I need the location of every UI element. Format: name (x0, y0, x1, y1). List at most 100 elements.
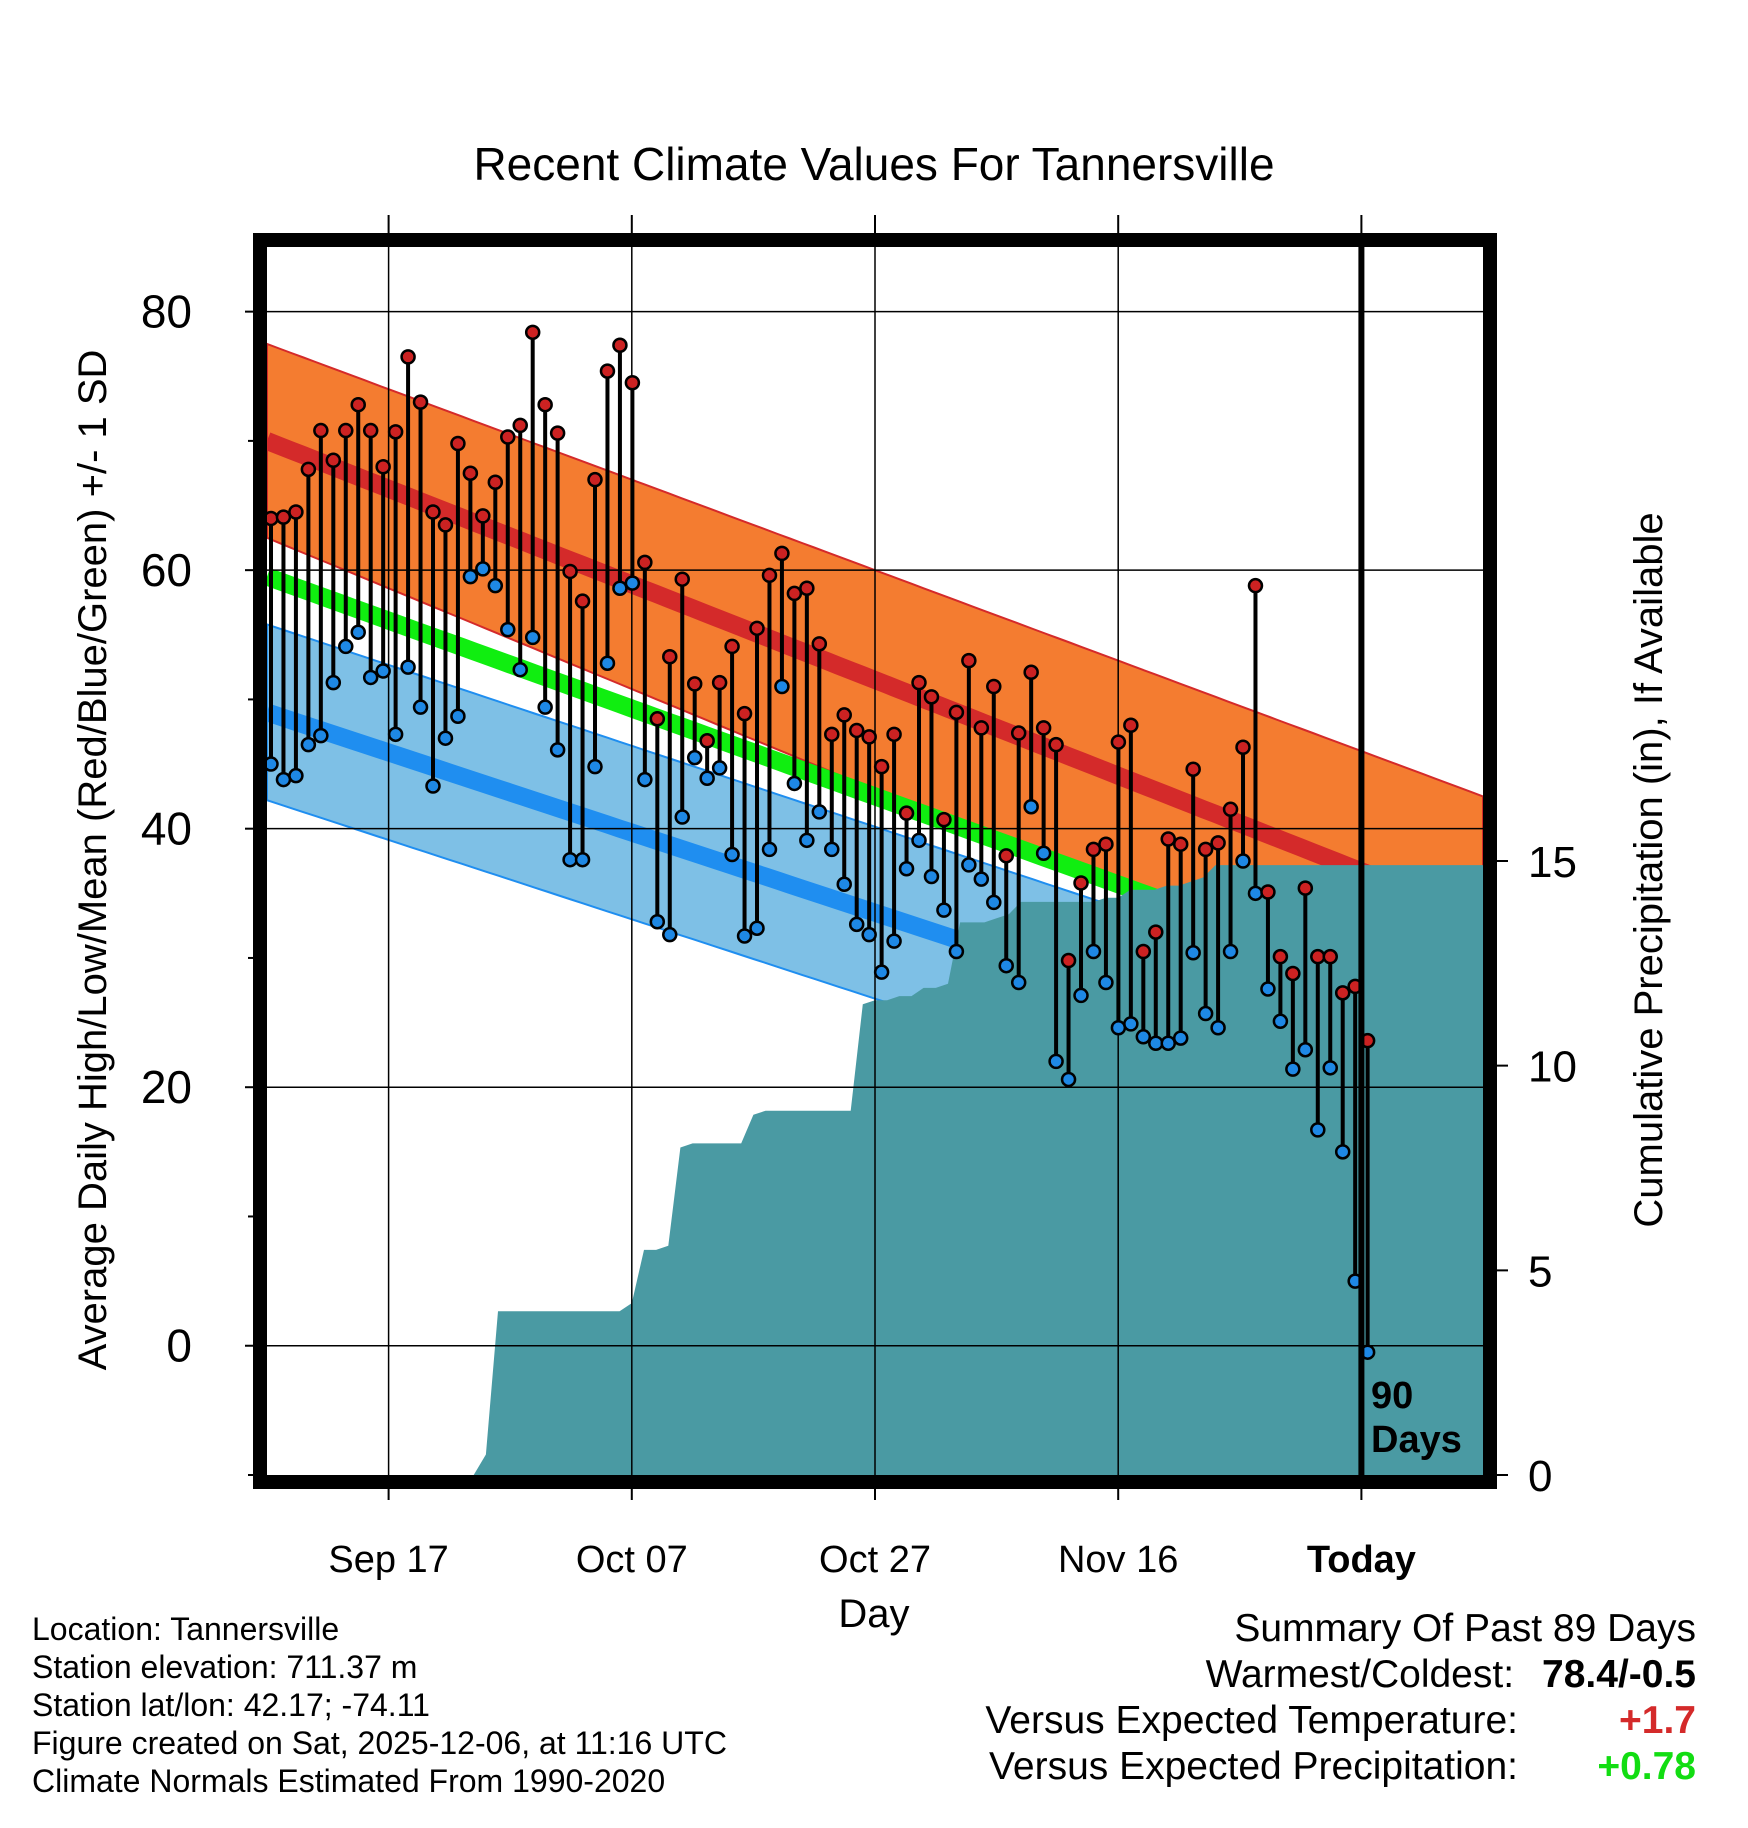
high-point (350, 396, 366, 413)
low-point (537, 699, 553, 715)
y-tick-label: 0 (166, 1320, 192, 1372)
low-point (1035, 845, 1052, 861)
high-point (724, 638, 740, 655)
high-point (711, 674, 728, 691)
low-point (786, 775, 803, 792)
temp-anomaly-value: +1.7 (1619, 1699, 1696, 1742)
high-point (761, 567, 778, 584)
low-point (686, 749, 703, 766)
low-point (267, 756, 279, 772)
high-point (986, 678, 1002, 695)
low-point (587, 758, 603, 775)
low-point (300, 736, 317, 753)
low-point (923, 868, 940, 885)
low-point (1260, 981, 1276, 997)
high-point (587, 471, 603, 488)
low-point (562, 851, 578, 868)
high-point (699, 733, 715, 749)
warmest-coldest-value: 78.4/-0.5 (1542, 1653, 1696, 1696)
low-point (1010, 974, 1027, 991)
y2-axis-label: Cumulative Precipitation (in), If Availa… (1627, 512, 1671, 1227)
low-point (1235, 853, 1251, 869)
warmest-coldest-label: Warmest/Coldest: (1205, 1653, 1515, 1696)
high-point (1085, 841, 1102, 858)
low-point (861, 926, 877, 943)
y-axis-label: Average Daily High/Low/Mean (Red/Blue/Gr… (71, 350, 115, 1371)
precipitation-area (473, 865, 1483, 1475)
low-point (1247, 885, 1264, 902)
precip-anomaly-value: +0.78 (1597, 1745, 1696, 1788)
high-point (300, 461, 317, 478)
y2-tick-label: 10 (1528, 1043, 1577, 1092)
high-point (412, 394, 429, 410)
low-point (549, 742, 566, 758)
y-tick-label: 80 (141, 286, 192, 338)
high-point (1197, 841, 1214, 858)
high-point (1272, 948, 1289, 965)
high-point (574, 593, 591, 609)
low-point (662, 926, 678, 943)
high-point (549, 425, 566, 441)
high-point (313, 422, 329, 439)
high-point (1235, 739, 1251, 755)
high-point (873, 758, 890, 775)
high-point (774, 545, 790, 562)
low-point (986, 894, 1002, 911)
high-point (861, 729, 877, 745)
low-point (325, 674, 342, 691)
low-point (1285, 1061, 1301, 1077)
low-point (462, 568, 479, 585)
low-point (761, 841, 778, 858)
low-point (1310, 1122, 1326, 1138)
high-point (686, 676, 703, 692)
low-point (1272, 1013, 1289, 1030)
created-text: Figure created on Sat, 2025-12-06, at 11… (32, 1725, 727, 1761)
low-point (612, 580, 628, 597)
high-point (425, 504, 441, 520)
high-point (400, 349, 416, 365)
low-point (973, 871, 990, 887)
low-point (574, 851, 591, 868)
x-tick-label: Today (1307, 1539, 1416, 1581)
high-point (1110, 734, 1127, 750)
high-point (848, 722, 865, 739)
low-point (1073, 987, 1089, 1004)
low-point (338, 638, 354, 655)
chart-title: Recent Climate Values For Tannersville (473, 138, 1274, 190)
y2-tick-label: 0 (1528, 1452, 1552, 1501)
high-point (537, 396, 553, 413)
latlon-text: Station lat/lon: 42.17; -74.11 (32, 1687, 430, 1723)
low-point (400, 659, 416, 675)
high-point (1334, 985, 1351, 1001)
summary-title: Summary Of Past 89 Days (1234, 1607, 1696, 1650)
low-point (275, 771, 292, 788)
low-point (500, 621, 516, 638)
low-point (749, 920, 765, 936)
low-point (1060, 1071, 1077, 1088)
high-point (786, 585, 803, 602)
low-point (1110, 1019, 1127, 1036)
low-point (736, 928, 753, 944)
low-point (524, 629, 541, 646)
high-point (736, 705, 753, 722)
high-point (1010, 725, 1027, 741)
high-point (649, 711, 666, 727)
y2-tick-label: 5 (1528, 1247, 1552, 1296)
low-point (450, 708, 466, 724)
high-point (898, 805, 915, 821)
precip-anomaly-label: Versus Expected Precipitation: (989, 1745, 1518, 1788)
low-point (824, 841, 840, 858)
summary-temperature: Versus Expected Temperature: +1.7 (985, 1698, 1696, 1744)
high-point (275, 509, 292, 525)
high-point (325, 452, 342, 469)
high-point (1185, 761, 1201, 777)
high-point (1247, 577, 1264, 594)
high-point (1160, 831, 1176, 847)
cumulative-precipitation (473, 865, 1483, 1475)
low-point (836, 876, 852, 893)
high-point (1023, 664, 1039, 681)
high-point (998, 848, 1014, 864)
summary-panel: Summary Of Past 89 Days Warmest/Coldest:… (985, 1606, 1696, 1790)
low-point (774, 678, 790, 695)
